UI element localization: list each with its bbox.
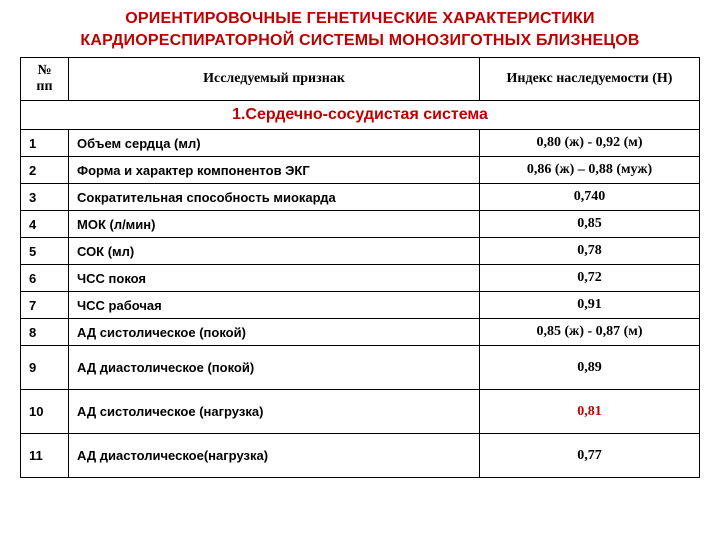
col-header-val: Индекс наследуемости (Н) [480, 58, 700, 101]
table-row: 2Форма и характер компонентов ЭКГ0,86 (ж… [21, 157, 700, 184]
slide-title: ОРИЕНТИРОВОЧНЫЕ ГЕНЕТИЧЕСКИЕ ХАРАКТЕРИСТ… [20, 8, 700, 51]
section-heading: 1.Сердечно-сосудистая система [21, 101, 700, 130]
row-value: 0,80 (ж) - 0,92 (м) [480, 130, 700, 157]
row-attribute: ЧСС рабочая [69, 292, 480, 319]
row-number: 11 [21, 434, 69, 478]
table-row: 6ЧСС покоя0,72 [21, 265, 700, 292]
title-line-2: КАРДИОРЕСПИРАТОРНОЙ СИСТЕМЫ МОНОЗИГОТНЫХ… [80, 32, 639, 49]
row-value: 0,740 [480, 184, 700, 211]
table-row: 10АД систолическое (нагрузка)0,81 [21, 390, 700, 434]
col-header-num: № пп [21, 58, 69, 101]
row-number: 1 [21, 130, 69, 157]
table-row: 3Сократительная способность миокарда0,74… [21, 184, 700, 211]
row-number: 8 [21, 319, 69, 346]
row-value: 0,77 [480, 434, 700, 478]
row-attribute: АД систолическое (нагрузка) [69, 390, 480, 434]
row-attribute: Сократительная способность миокарда [69, 184, 480, 211]
row-number: 6 [21, 265, 69, 292]
row-attribute: Объем сердца (мл) [69, 130, 480, 157]
row-attribute: ЧСС покоя [69, 265, 480, 292]
section-row: 1.Сердечно-сосудистая система [21, 101, 700, 130]
row-attribute: АД систолическое (покой) [69, 319, 480, 346]
row-value: 0,85 [480, 211, 700, 238]
row-number: 7 [21, 292, 69, 319]
row-value: 0,85 (ж) - 0,87 (м) [480, 319, 700, 346]
table-row: 1Объем сердца (мл)0,80 (ж) - 0,92 (м) [21, 130, 700, 157]
row-value: 0,89 [480, 346, 700, 390]
row-value: 0,78 [480, 238, 700, 265]
table-header-row: № пп Исследуемый признак Индекс наследуе… [21, 58, 700, 101]
row-attribute: АД диастолическое (покой) [69, 346, 480, 390]
row-attribute: СОК (мл) [69, 238, 480, 265]
title-line-1: ОРИЕНТИРОВОЧНЫЕ ГЕНЕТИЧЕСКИЕ ХАРАКТЕРИСТ… [125, 10, 594, 27]
table-row: 8АД систолическое (покой)0,85 (ж) - 0,87… [21, 319, 700, 346]
table-row: 7ЧСС рабочая0,91 [21, 292, 700, 319]
row-value: 0,91 [480, 292, 700, 319]
row-value: 0,81 [480, 390, 700, 434]
heritability-table: № пп Исследуемый признак Индекс наследуе… [20, 57, 700, 478]
row-value: 0,72 [480, 265, 700, 292]
row-number: 2 [21, 157, 69, 184]
table-row: 4МОК (л/мин)0,85 [21, 211, 700, 238]
row-value: 0,86 (ж) – 0,88 (муж) [480, 157, 700, 184]
row-number: 9 [21, 346, 69, 390]
row-number: 10 [21, 390, 69, 434]
col-header-attr: Исследуемый признак [69, 58, 480, 101]
row-number: 4 [21, 211, 69, 238]
table-row: 5СОК (мл)0,78 [21, 238, 700, 265]
row-number: 5 [21, 238, 69, 265]
table-row: 9АД диастолическое (покой)0,89 [21, 346, 700, 390]
row-attribute: МОК (л/мин) [69, 211, 480, 238]
row-number: 3 [21, 184, 69, 211]
row-attribute: АД диастолическое(нагрузка) [69, 434, 480, 478]
table-row: 11АД диастолическое(нагрузка)0,77 [21, 434, 700, 478]
row-attribute: Форма и характер компонентов ЭКГ [69, 157, 480, 184]
